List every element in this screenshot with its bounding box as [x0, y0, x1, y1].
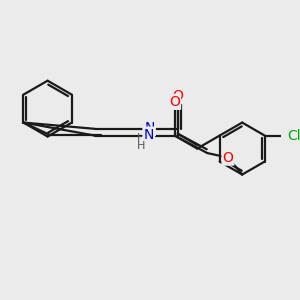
Text: Cl: Cl — [287, 129, 300, 142]
Text: N: N — [144, 121, 155, 135]
Text: N: N — [143, 128, 154, 142]
Text: O: O — [172, 89, 183, 103]
Text: H: H — [137, 141, 145, 151]
Text: O: O — [169, 95, 180, 109]
Text: H: H — [137, 133, 145, 143]
Text: O: O — [223, 151, 233, 165]
